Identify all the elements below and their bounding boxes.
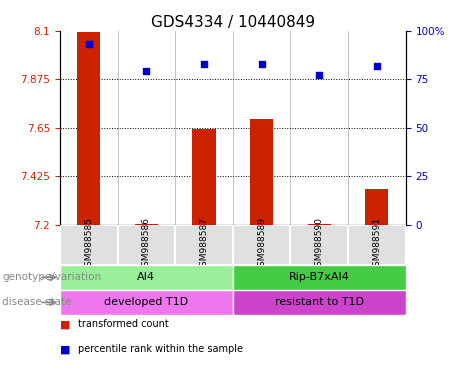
Text: developed T1D: developed T1D — [104, 297, 189, 308]
Bar — [77, 32, 100, 225]
Bar — [60, 265, 233, 290]
Point — [373, 63, 381, 69]
Text: percentile rank within the sample: percentile rank within the sample — [78, 344, 243, 354]
Bar — [135, 223, 158, 225]
Text: GSM988587: GSM988587 — [200, 217, 208, 272]
Text: transformed count: transformed count — [78, 319, 169, 329]
Point — [142, 68, 150, 74]
Text: GSM988585: GSM988585 — [84, 217, 93, 272]
Bar — [175, 225, 233, 265]
Bar — [348, 225, 406, 265]
Text: resistant to T1D: resistant to T1D — [275, 297, 364, 308]
Text: GSM988586: GSM988586 — [142, 217, 151, 272]
Text: ■: ■ — [60, 344, 71, 354]
Title: GDS4334 / 10440849: GDS4334 / 10440849 — [151, 15, 315, 30]
Bar — [365, 189, 388, 225]
Bar — [118, 225, 175, 265]
Text: GSM988591: GSM988591 — [372, 217, 381, 272]
Bar — [193, 129, 216, 225]
Point — [258, 61, 266, 67]
Bar — [308, 223, 331, 225]
Text: GSM988589: GSM988589 — [257, 217, 266, 272]
Text: GSM988590: GSM988590 — [315, 217, 324, 272]
Text: disease state: disease state — [2, 297, 72, 308]
Bar — [60, 290, 233, 315]
Text: ■: ■ — [60, 319, 71, 329]
Bar — [233, 265, 406, 290]
Bar — [290, 225, 348, 265]
Point — [85, 41, 92, 47]
Bar — [60, 225, 118, 265]
Bar — [233, 225, 290, 265]
Point — [200, 61, 207, 67]
Text: Rip-B7xAI4: Rip-B7xAI4 — [289, 272, 350, 283]
Point — [315, 72, 323, 78]
Bar — [233, 290, 406, 315]
Bar — [250, 119, 273, 225]
Text: genotype/variation: genotype/variation — [2, 272, 101, 283]
Text: AI4: AI4 — [137, 272, 155, 283]
